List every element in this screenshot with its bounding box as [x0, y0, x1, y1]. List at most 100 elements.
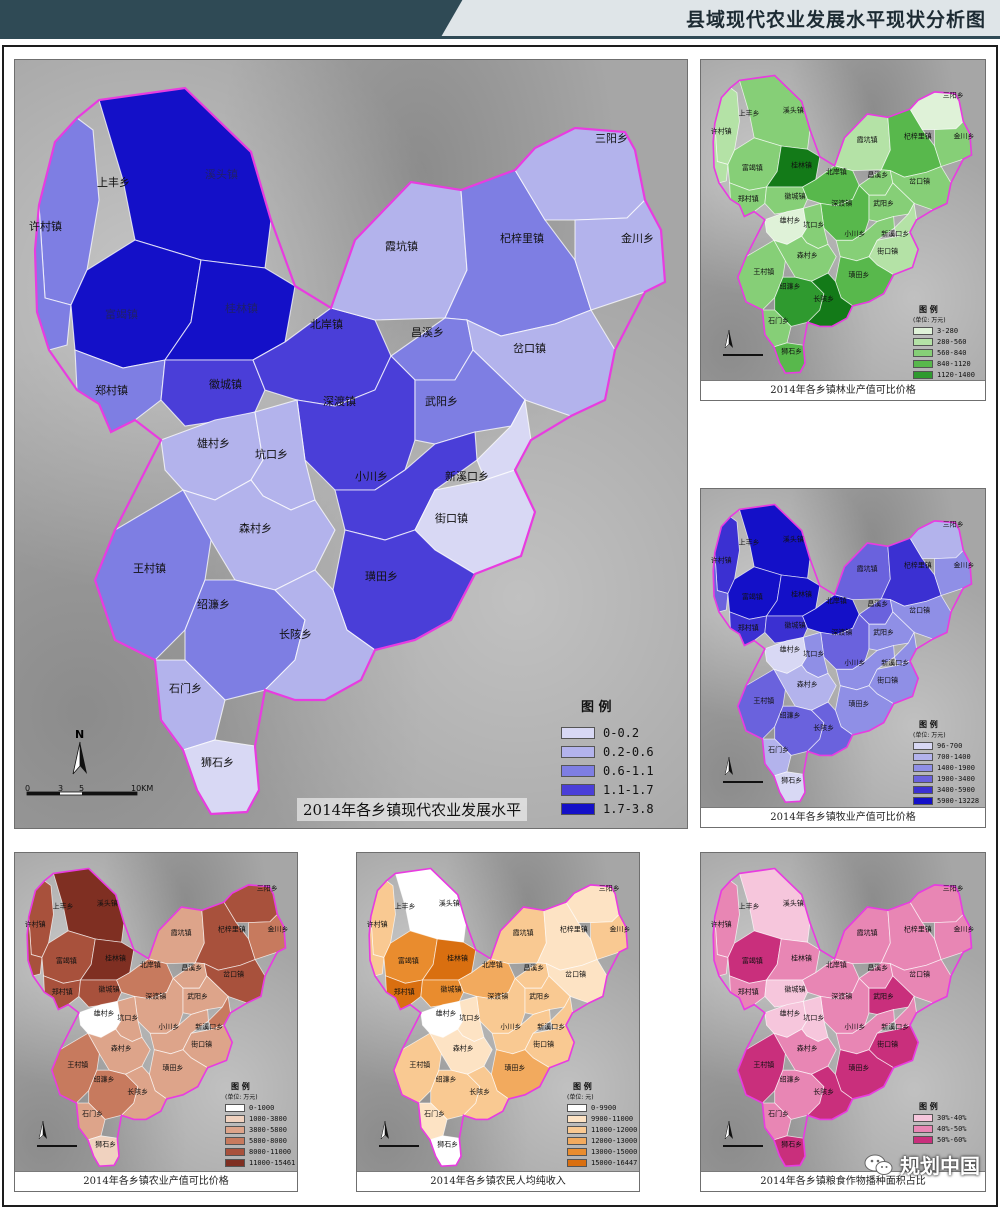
small-region-label: 上丰乡	[739, 902, 760, 911]
small-region-label: 北岸镇	[826, 596, 847, 605]
small-region-label: 金川乡	[953, 561, 974, 570]
small-legend-item: 1900-3400	[913, 773, 979, 784]
small-region-label: 坑口乡	[803, 220, 824, 229]
legend-label: 0-1000	[249, 1103, 275, 1112]
agriculture-caption: 2014年各乡镇农业产值可比价格	[15, 1171, 297, 1191]
legend-swatch	[913, 1135, 933, 1144]
small-region-label: 绍濂乡	[436, 1075, 457, 1084]
main-legend-title: 图 例	[581, 700, 612, 715]
small-legend-unit: (单位: 万元)	[913, 317, 946, 324]
region-label: 璜田乡	[365, 569, 398, 583]
legend-swatch	[561, 764, 595, 777]
small-legend-item: 3-280	[913, 325, 975, 336]
small-legend-item: 5900-13228	[913, 795, 979, 806]
small-county-boundary	[26, 867, 287, 1167]
legend-swatch	[561, 783, 595, 796]
small-region-label: 上丰乡	[739, 109, 760, 118]
forestry-map-panel: 上丰乡 许村镇 溪头镇 富竭镇 桂林镇 郑村镇 徽城镇 北岸镇 霞坑镇 杞梓里镇 三阳乡 金川乡 昌溪乡…	[700, 59, 986, 401]
small-legend-item: 5800-8000	[225, 1135, 295, 1146]
small-legend-item: 30%-40%	[913, 1112, 967, 1123]
main-legend-item: 0-0.2	[561, 723, 654, 742]
small-region-label: 富竭镇	[742, 163, 763, 172]
scale-label-0: 0	[25, 784, 31, 793]
legend-label: 11000-12000	[591, 1125, 638, 1134]
small-region-label: 雄村乡	[94, 1009, 115, 1018]
region-label: 上丰乡	[97, 176, 130, 189]
forestry-caption: 2014年各乡镇林业产值可比价格	[701, 380, 985, 400]
legend-swatch	[913, 752, 933, 761]
region-label: 长陔乡	[279, 628, 312, 641]
legend-label: 1120-1400	[937, 370, 975, 379]
small-region-label: 徽城镇	[785, 620, 806, 629]
small-region-label: 昌溪乡	[181, 963, 202, 972]
small-region-label: 璜田乡	[163, 1063, 184, 1072]
legend-swatch	[225, 1147, 245, 1156]
legend-swatch	[913, 370, 933, 379]
small-legend-item: 0-9900	[567, 1102, 637, 1113]
legend-label: 12000-13000	[591, 1136, 638, 1145]
small-region-label: 坑口乡	[803, 649, 824, 658]
small-region-label: 富竭镇	[742, 956, 763, 965]
small-region-label: 杞梓里镇	[904, 132, 932, 141]
small-region-label: 郑村镇	[738, 623, 759, 632]
small-region-label: 新溪口乡	[881, 229, 909, 238]
small-region-label: 霞坑镇	[857, 928, 878, 937]
legend-label: 1.1-1.7	[603, 782, 654, 797]
small-region-label: 金川乡	[953, 925, 974, 934]
small-region-label: 森村乡	[453, 1044, 474, 1053]
income-legend: 图 例 (单位: 元) 0-9900 9900-11000 11000-12000 120…	[567, 1081, 637, 1168]
small-legend-item: 3800-5800	[225, 1124, 295, 1135]
small-legend-item: 15000-16447	[567, 1157, 637, 1168]
legend-swatch	[913, 348, 933, 357]
small-region-label: 深渡镇	[831, 627, 852, 636]
region-label: 街口镇	[435, 511, 468, 525]
small-region-label: 郑村镇	[738, 194, 759, 203]
livestock-legend: 图 例 (单位: 万元) 96-700 700-1400 1400-1900 1900-3…	[913, 719, 979, 806]
small-region-label: 绍濂乡	[780, 711, 801, 720]
small-region-label: 霞坑镇	[513, 928, 534, 937]
region-label: 许村镇	[29, 219, 62, 233]
small-region-label: 霞坑镇	[857, 135, 878, 144]
small-region-label: 王村镇	[409, 1060, 430, 1069]
small-region-label: 坑口乡	[459, 1013, 480, 1022]
legend-label: 3400-5900	[937, 785, 975, 794]
small-region-label: 狮石乡	[95, 1140, 116, 1148]
small-region-label: 王村镇	[67, 1060, 88, 1069]
legend-swatch	[913, 785, 933, 794]
small-region-label: 许村镇	[25, 920, 46, 929]
small-region-label: 深渡镇	[831, 991, 852, 1000]
small-region-label: 石门乡	[768, 316, 789, 325]
small-region-label: 街口镇	[877, 675, 898, 684]
legend-label: 1.7-3.8	[603, 801, 654, 816]
header-light-band	[470, 0, 1000, 36]
small-region-label: 森村乡	[797, 680, 818, 689]
region-label: 溪头镇	[205, 167, 238, 181]
small-region-label: 长陔乡	[813, 723, 834, 732]
small-region-label: 长陔乡	[813, 294, 834, 303]
small-region-label: 徽城镇	[785, 191, 806, 200]
small-region	[773, 235, 837, 282]
legend-label: 30%-40%	[937, 1113, 967, 1122]
main-legend: 图 例 0-0.2 0.2-0.6 0.6-1.1 1.1-1.7 1.7-3.8	[561, 696, 654, 818]
small-region-label: 街口镇	[877, 1039, 898, 1048]
legend-label: 1400-1900	[937, 763, 975, 772]
small-region-label: 长陔乡	[469, 1087, 490, 1096]
region-label: 小川乡	[355, 470, 388, 483]
small-region-label: 武阳乡	[873, 198, 894, 207]
small-legend-item: 13000-15000	[567, 1146, 637, 1157]
county-boundary	[33, 86, 667, 816]
legend-swatch	[913, 774, 933, 783]
legend-swatch	[913, 359, 933, 368]
region-label: 王村镇	[133, 561, 166, 575]
small-region-label: 长陔乡	[813, 1087, 834, 1096]
agriculture-map-panel: 上丰乡 许村镇 溪头镇 富竭镇 桂林镇 郑村镇 徽城镇 北岸镇 霞坑镇 杞梓里镇 三阳乡 金川乡 昌溪乡…	[14, 852, 298, 1192]
small-region-label: 上丰乡	[53, 902, 74, 911]
legend-swatch	[225, 1158, 245, 1167]
legend-label: 9900-11000	[591, 1114, 634, 1123]
scale-label-10km: 10KM	[131, 784, 154, 793]
small-region-label: 徽城镇	[99, 984, 120, 993]
small-region-label: 坑口乡	[803, 1013, 824, 1022]
small-north-arrow	[379, 1120, 419, 1147]
small-region-label: 桂林镇	[791, 160, 812, 169]
